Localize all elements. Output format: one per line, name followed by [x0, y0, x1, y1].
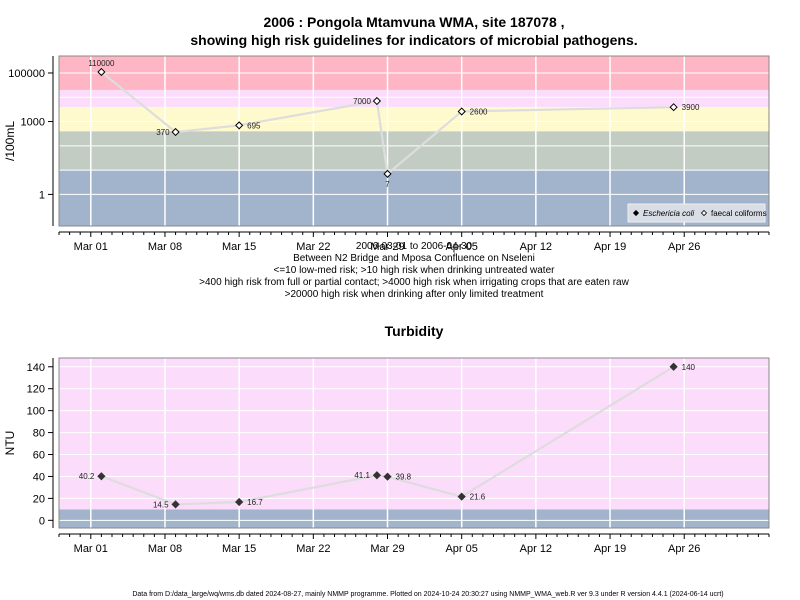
- data-point: [383, 472, 392, 481]
- y-tick-label: 40: [33, 471, 45, 483]
- x-tick-label: Mar 08: [148, 241, 182, 253]
- y-axis-title: NTU: [3, 431, 17, 456]
- data-label: 40.2: [79, 472, 95, 481]
- legend-label-faecal: faecal coliforms: [711, 209, 767, 218]
- y-tick-label: 100: [27, 406, 45, 418]
- x-tick-label: Mar 01: [74, 241, 108, 253]
- y-tick-label: 60: [33, 450, 45, 462]
- data-label: 140: [682, 363, 696, 372]
- data-label: 14.5: [153, 500, 169, 509]
- x-tick-label: Apr 26: [668, 241, 700, 253]
- data-point: [372, 96, 382, 106]
- risk-band: [59, 106, 769, 132]
- x-tick-label: Mar 15: [222, 543, 256, 555]
- y-tick-label: 120: [27, 384, 45, 396]
- y-tick-label: 1000: [21, 117, 45, 129]
- chart1-title-line2: showing high risk guidelines for indicat…: [190, 32, 637, 48]
- chart1-subtitle-1: 2006-03-01 to 2006-04-30: [356, 241, 473, 252]
- data-label: 41.1: [354, 471, 370, 480]
- x-tick-label: Mar 22: [296, 543, 330, 555]
- x-tick-label: Apr 05: [445, 241, 477, 253]
- data-label: 370: [156, 128, 170, 137]
- data-point: [97, 67, 106, 77]
- x-tick-label: Mar 01: [74, 543, 108, 555]
- y-tick-label: 1: [39, 189, 45, 201]
- data-label: 7000: [353, 97, 371, 106]
- x-tick-label: Apr 12: [520, 543, 552, 555]
- turbidity-plot: Mar 01 Mar 08 Mar 15 Mar 22 Mar 29 Apr 05 Apr …: [3, 357, 770, 555]
- data-point: [171, 500, 180, 509]
- legend-marker-faecal: [700, 209, 708, 217]
- x-tick-label: Mar 08: [148, 543, 182, 555]
- legend-box: [627, 203, 766, 223]
- y-tick-label: 0: [39, 515, 45, 527]
- y-tick-label: 100000: [8, 68, 45, 80]
- legend-label-ecoli: Eschericia coli: [643, 209, 694, 218]
- data-point: [457, 492, 466, 501]
- risk-band: [59, 89, 769, 107]
- y-tick-label: 80: [33, 428, 45, 440]
- x-tick-label: Mar 29: [370, 543, 404, 555]
- plot-frame: [58, 357, 770, 529]
- x-tick-label: Apr 19: [594, 543, 626, 555]
- x-tick-label: Mar 29: [370, 241, 404, 253]
- data-point: [235, 121, 244, 130]
- microbial-plot: Mar 01 Mar 08 Mar 15 Mar 22 Mar 29 Apr 05 Apr …: [3, 55, 770, 253]
- risk-band: [59, 509, 769, 528]
- data-point: [457, 107, 466, 116]
- data-point: [669, 362, 678, 371]
- data-label: 3900: [682, 103, 700, 112]
- data-point: [235, 497, 244, 507]
- data-label: 39.8: [396, 473, 412, 482]
- chart1-subtitle-5: >20000 high risk when drinking after onl…: [285, 289, 544, 300]
- x-tick-label: Apr 19: [594, 241, 626, 253]
- data-label: 7: [385, 180, 390, 189]
- data-point: [171, 127, 180, 137]
- data-point: [97, 472, 106, 481]
- x-tick-label: Apr 05: [445, 543, 477, 555]
- y-axis-title: /100mL: [3, 121, 17, 161]
- data-point: [372, 471, 382, 480]
- x-tick-label: Mar 15: [222, 241, 256, 253]
- data-label: 21.6: [470, 493, 486, 502]
- data-point: [669, 103, 678, 112]
- chart1-subtitle-2: Between N2 Bridge and Mposa Confluence o…: [293, 253, 535, 264]
- data-label: 695: [247, 121, 261, 130]
- data-label: 2600: [470, 107, 488, 116]
- chart1-subtitle-3: <=10 low-med risk; >10 high risk when dr…: [274, 265, 556, 276]
- chart2-title: Turbidity: [385, 323, 444, 339]
- plot-frame: [58, 55, 770, 227]
- data-label: 16.7: [247, 498, 263, 507]
- footer-note: Data from D:/data_large/wq/wms.db dated …: [132, 591, 723, 598]
- legend-marker-ecoli: [632, 209, 640, 217]
- chart1-title-line1: 2006 : Pongola Mtamvuna WMA, site 187078…: [263, 14, 564, 30]
- x-tick-label: Apr 12: [520, 241, 552, 253]
- chart1-subtitle-4: >400 high risk from full or partial cont…: [199, 277, 629, 288]
- data-point: [383, 169, 392, 178]
- x-tick-label: Mar 22: [296, 241, 330, 253]
- data-label: 110000: [88, 59, 115, 68]
- y-tick-label: 20: [33, 493, 45, 505]
- x-tick-label: Apr 26: [668, 543, 700, 555]
- y-tick-label: 140: [27, 362, 45, 374]
